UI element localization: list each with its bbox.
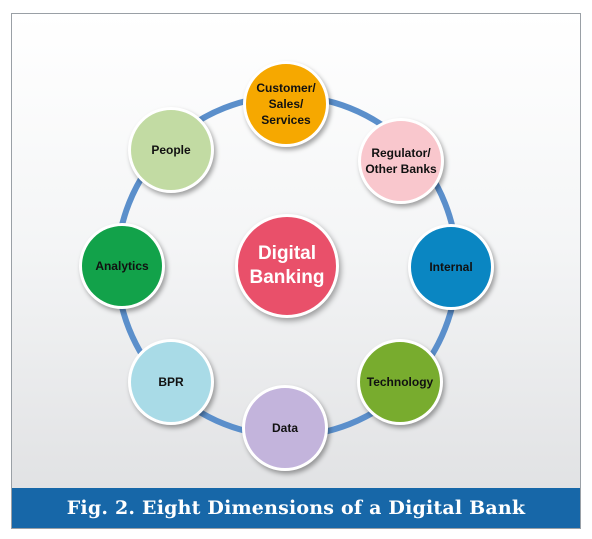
node-customer-label: Customer/ Sales/ Services — [256, 80, 316, 128]
node-technology: Technology — [357, 339, 443, 425]
node-bpr-label: BPR — [158, 374, 184, 389]
node-analytics: Analytics — [79, 223, 165, 309]
node-regulator-label: Regulator/ Other Banks — [365, 145, 437, 176]
center-label: Digital Banking — [249, 243, 325, 288]
node-people-label: People — [151, 142, 191, 157]
node-customer: Customer/ Sales/ Services — [243, 61, 329, 147]
node-regulator: Regulator/ Other Banks — [358, 118, 444, 204]
center-node: Digital Banking — [235, 214, 339, 318]
figure-frame: Digital Banking Customer/ Sales/ Service… — [11, 13, 581, 529]
node-internal: Internal — [408, 224, 494, 310]
node-data-label: Data — [271, 420, 298, 435]
node-technology-label: Technology — [366, 374, 434, 389]
caption-bar: Fig. 2. Eight Dimensions of a Digital Ba… — [12, 488, 580, 528]
figure-caption: Fig. 2. Eight Dimensions of a Digital Ba… — [66, 497, 526, 519]
node-internal-label: Internal — [429, 259, 473, 274]
node-analytics-label: Analytics — [95, 258, 149, 273]
node-bpr: BPR — [128, 339, 214, 425]
node-people: People — [128, 107, 214, 193]
node-data: Data — [242, 385, 328, 471]
